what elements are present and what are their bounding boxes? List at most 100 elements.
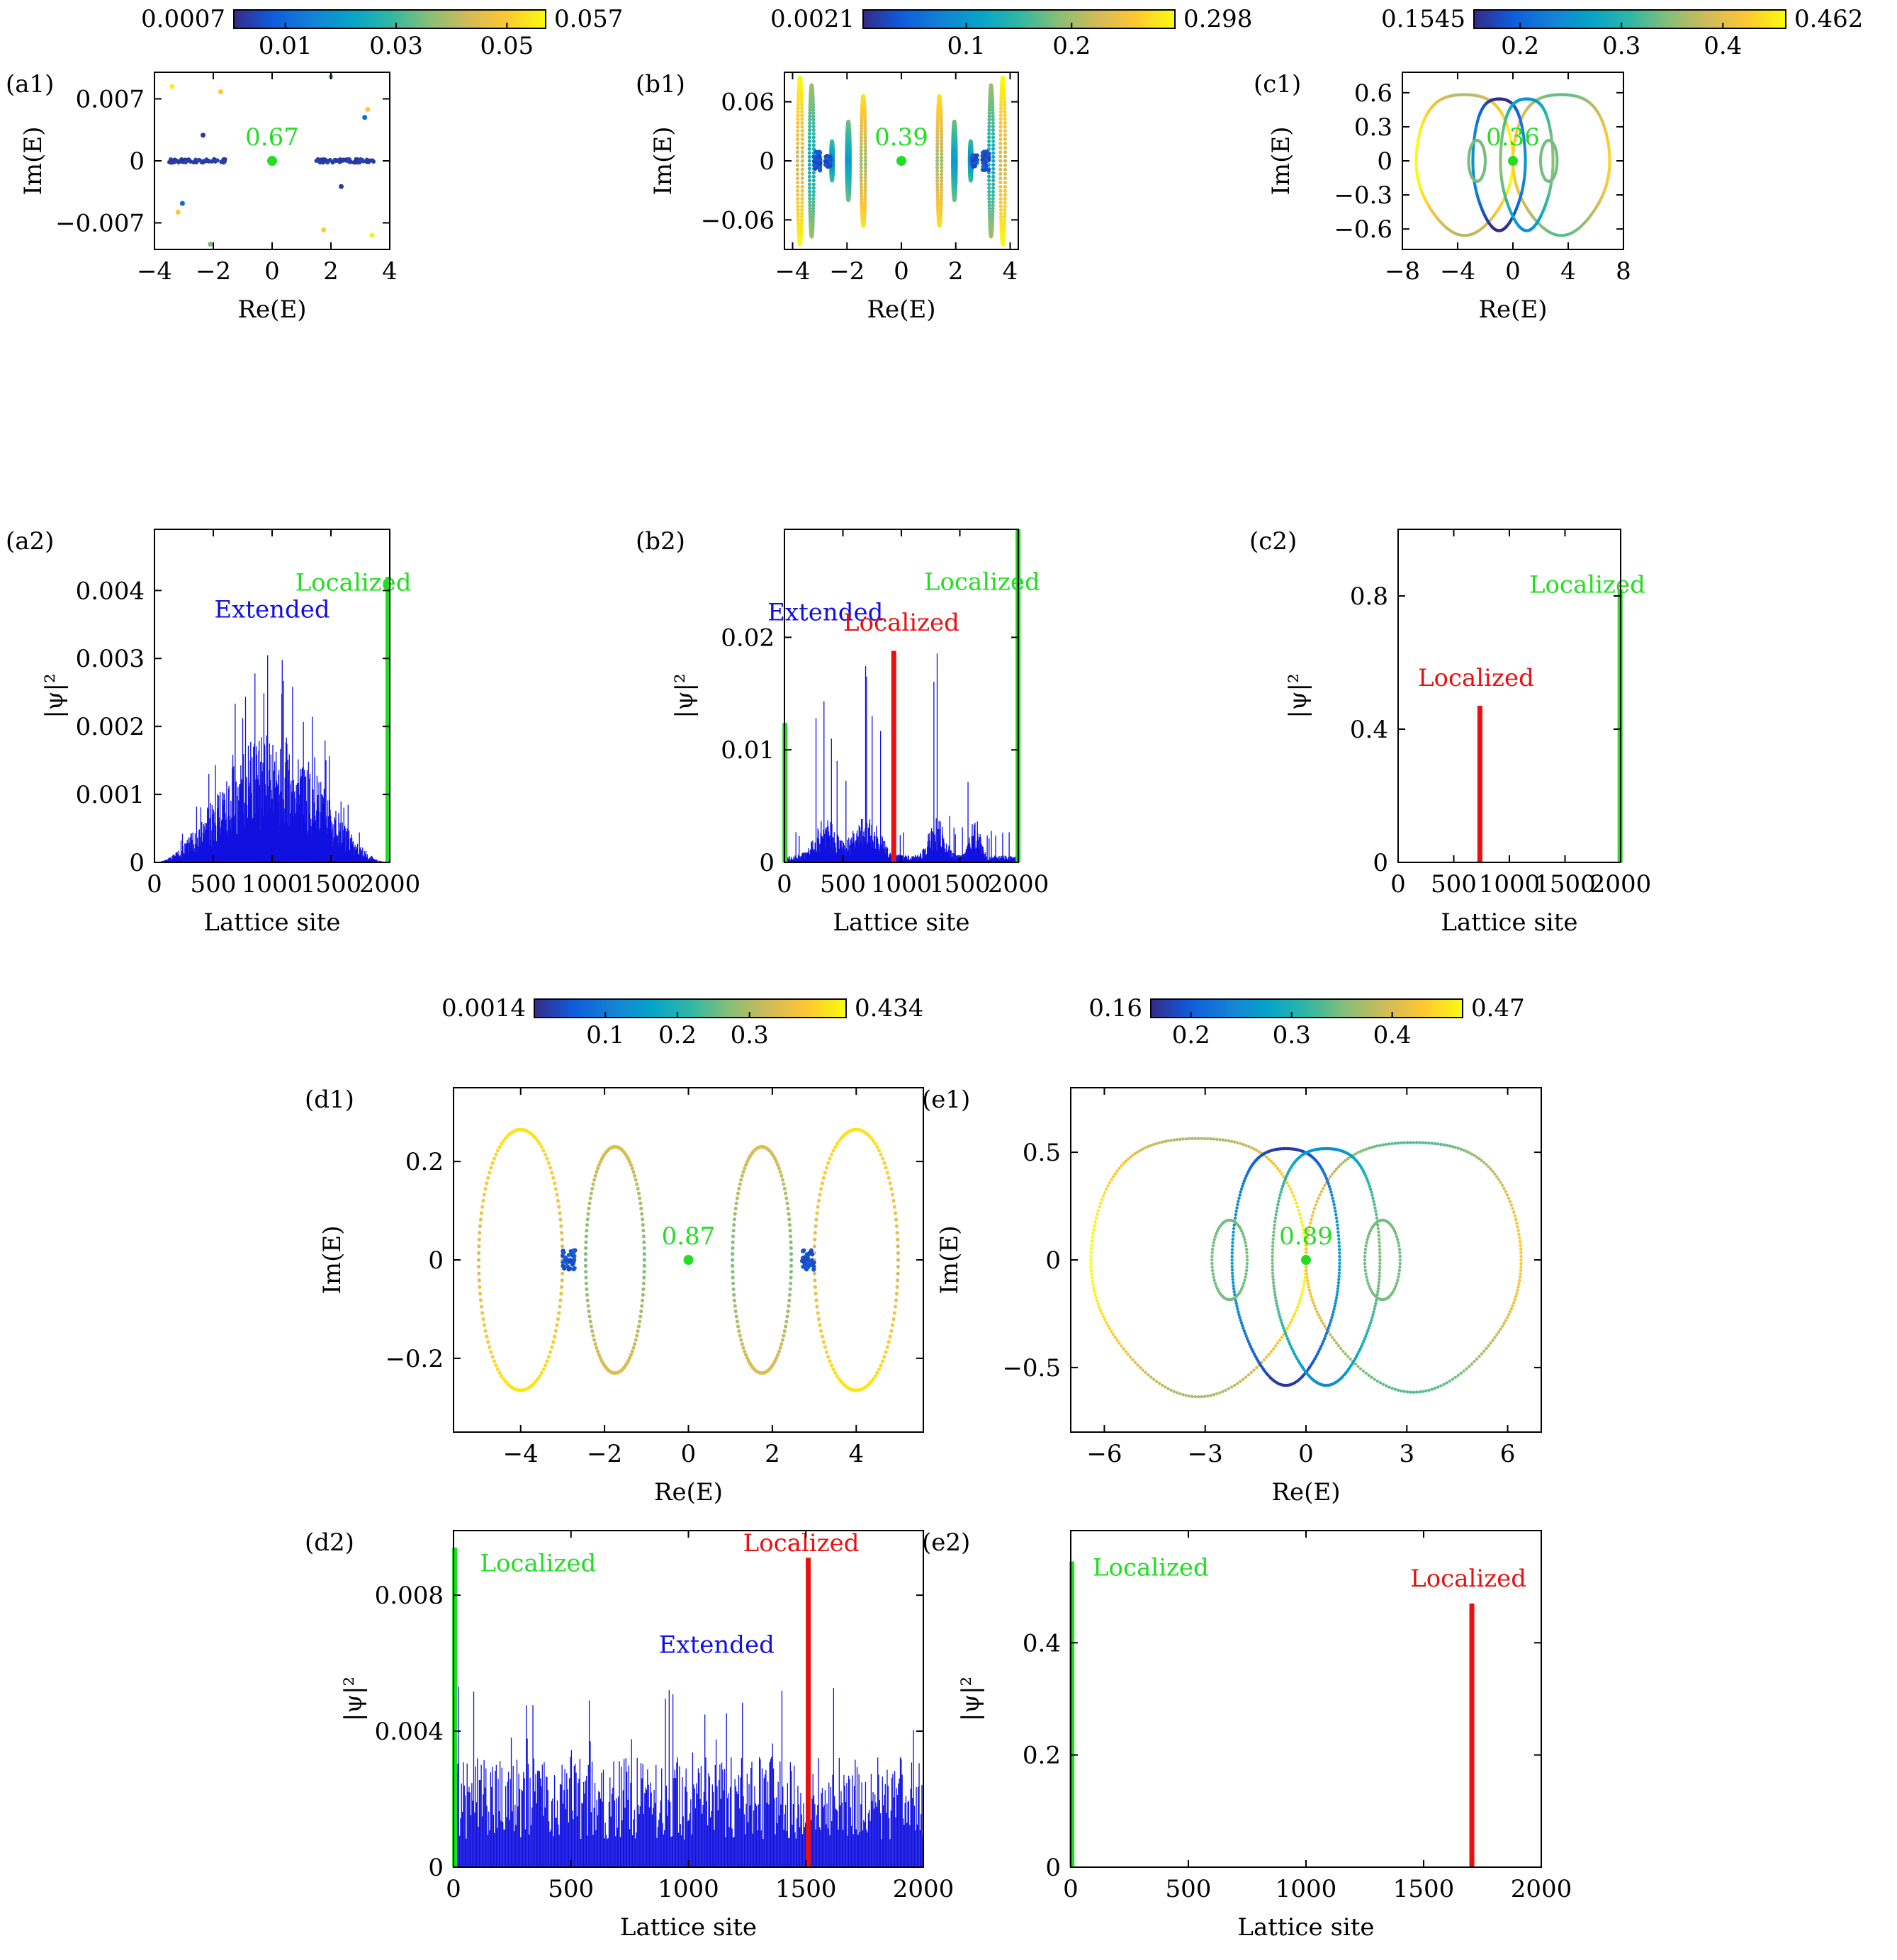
eigenvalue-point <box>1403 1390 1406 1393</box>
eigenvalue-point <box>1519 1262 1522 1265</box>
x-tick-label: −2 <box>829 257 865 286</box>
eigenvalue-point <box>1275 1213 1278 1216</box>
eigenvalue-point <box>987 179 991 182</box>
eigenvalue-point <box>991 179 995 182</box>
eigenvalue-point <box>1369 1188 1372 1190</box>
eigenvalue-point <box>1396 1238 1399 1241</box>
eigenvalue-point <box>538 1374 541 1378</box>
eigenvalue-point <box>1270 1160 1273 1163</box>
eigenvalue-point <box>1091 1276 1093 1279</box>
eigenvalue-point <box>1370 1190 1373 1193</box>
eigenvalue-point <box>879 1363 882 1367</box>
eigenvalue-point <box>1161 1140 1164 1143</box>
x-tick-label: 8 <box>1616 257 1631 286</box>
eigenvalue-point <box>889 1329 893 1333</box>
eigenvalue-point <box>1378 1265 1381 1268</box>
eigenvalue-point <box>940 156 943 159</box>
eigenvalue-point <box>478 1292 482 1295</box>
x-tick-label: 1000 <box>242 870 303 899</box>
eigenvalue-point <box>940 159 943 162</box>
eigenvalue-point <box>584 1240 587 1244</box>
eigenvalue-point <box>815 1305 818 1308</box>
eigenvalue-point <box>1003 176 1007 180</box>
eigenvalue-point <box>584 1258 587 1261</box>
eigenvalue-point <box>1336 1293 1339 1296</box>
eigenvalue-point <box>1273 1290 1276 1293</box>
highlight-point <box>1508 156 1518 166</box>
eigenvalue-point <box>1378 1251 1381 1254</box>
eigenvalue-point <box>584 1246 587 1250</box>
x-axis-label: Lattice site <box>203 908 340 937</box>
eigenvalue-point <box>477 1265 480 1268</box>
eigenvalue-point <box>987 193 991 197</box>
eigenvalue-point <box>796 100 800 103</box>
eigenvalue-point <box>860 179 863 183</box>
eigenvalue-point <box>1276 1206 1278 1209</box>
eigenvalue-point <box>1378 1237 1380 1240</box>
eigenvalue-point <box>1239 1319 1242 1322</box>
eigenvalue-point <box>1497 1330 1500 1333</box>
eigenvalue-point <box>1516 1225 1519 1228</box>
eigenvalue-point <box>1129 1356 1132 1358</box>
eigenvalue-point <box>998 159 1002 162</box>
eigenvalue-point <box>1003 106 1006 110</box>
eigenvalue-point <box>1272 1162 1275 1165</box>
x-tick-label: −4 <box>137 257 172 286</box>
eigenvalue-point <box>1276 1341 1279 1344</box>
x-tick-label: 4 <box>382 257 398 286</box>
eigenvalue-point <box>1367 1282 1370 1285</box>
eigenvalue-point <box>1103 1191 1106 1194</box>
eigenvalue-point <box>777 1166 781 1170</box>
eigenvalue-point <box>1333 1305 1336 1307</box>
y-tick-label: −0.6 <box>1334 215 1392 244</box>
eigenvalue-point <box>1302 1287 1305 1290</box>
eigenvalue-point <box>1003 185 1007 188</box>
eigenvalue-point <box>1493 1173 1496 1176</box>
eigenvalue-point <box>1246 1258 1249 1261</box>
eigenvalue-point <box>999 106 1003 110</box>
eigenvalue-point <box>1468 1151 1470 1154</box>
eigenvalue-point <box>781 1338 784 1341</box>
eigenvalue-point <box>1495 1175 1498 1178</box>
eigenvalue-point <box>860 169 863 173</box>
eigenvalue-point <box>736 1319 739 1323</box>
highlight-point <box>684 1255 694 1265</box>
eigenvalue-point <box>1296 1306 1299 1309</box>
eigenvalue-point <box>796 137 799 141</box>
eigenvalue-point <box>860 182 863 186</box>
eigenvalue-point <box>1275 1302 1278 1305</box>
eigenvalue-point <box>991 140 995 143</box>
eigenvalue-point <box>801 181 804 184</box>
y-tick-label: 0 <box>428 1246 444 1275</box>
eigenvalue-point <box>1231 1275 1234 1278</box>
eigenvalue-point <box>1194 1395 1197 1398</box>
eigenvalue-point <box>641 1229 645 1232</box>
eigenvalue-point <box>991 193 995 197</box>
eigenvalue-point <box>1335 1341 1338 1344</box>
eigenvalue-point <box>1176 1138 1178 1141</box>
eigenvalue-point <box>1372 1200 1375 1203</box>
y-axis-label: Im(E) <box>935 1225 964 1294</box>
eigenvalue-point <box>987 175 991 179</box>
eigenvalue-point <box>818 1193 821 1196</box>
eigenvalue-point <box>1338 1258 1341 1261</box>
eigenvalue-point <box>808 143 811 147</box>
eigenvalue-point <box>732 1293 736 1297</box>
eigenvalue-point <box>821 1335 824 1339</box>
x-tick-label: 2 <box>765 1440 780 1468</box>
eigenvalue-point <box>555 1193 558 1196</box>
eigenvalue-point <box>808 197 811 201</box>
eigenvalue-point <box>1371 1197 1374 1200</box>
eigenvalue-point <box>886 1171 889 1174</box>
eigenvalue-point <box>991 118 995 121</box>
eigenvalue-point <box>1487 1344 1490 1347</box>
eigenvalue-point <box>1305 1272 1308 1275</box>
x-tick-label: −3 <box>1188 1440 1223 1468</box>
eigenvalue-point <box>1376 1380 1379 1382</box>
eigenvalue-point <box>1212 1137 1215 1140</box>
eigenvalue-point <box>1232 1237 1234 1240</box>
eigenvalue-point <box>1387 1142 1390 1145</box>
eigenvalue-point <box>1470 1363 1473 1365</box>
eigenvalue-point <box>1243 1238 1246 1241</box>
eigenvalue-point <box>643 1258 646 1261</box>
